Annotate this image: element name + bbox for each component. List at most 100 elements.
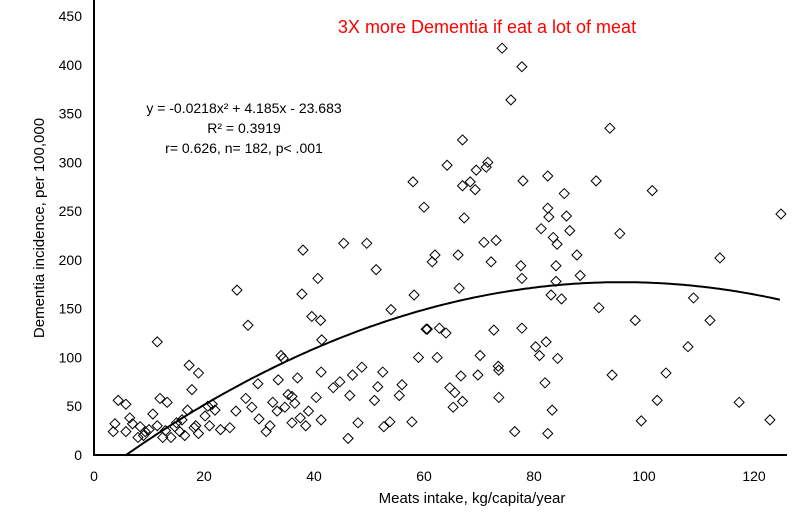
data-point [334,376,346,388]
data-point [509,425,521,438]
data-point [396,379,408,391]
data-point [252,378,264,390]
data-point [264,420,276,432]
stats-annotation: r= 0.626, n= 182, p< .001 [165,140,323,156]
data-point [493,391,505,404]
y-tick-label: 400 [59,57,83,73]
data-point [272,374,284,386]
data-point [154,392,166,405]
data-point [337,237,350,250]
data-point [714,252,726,264]
x-tick-label: 60 [416,468,432,484]
data-point [372,381,384,393]
data-point [412,351,425,364]
data-point [682,341,694,353]
data-point [151,420,163,432]
data-point [408,289,420,301]
data-point [447,401,459,413]
data-point [606,369,618,381]
data-point [551,352,564,365]
data-point [190,420,202,432]
data-point [492,360,504,372]
data-point [312,272,324,285]
data-point [444,381,456,394]
data-point [161,396,173,409]
data-point [470,164,482,176]
data-point [464,176,476,188]
data-point [480,161,492,173]
data-point [550,275,562,288]
data-point [456,180,469,192]
data-point [543,211,555,223]
y-tick-label: 0 [74,447,82,463]
data-point [571,249,583,261]
data-point [271,405,283,417]
data-point [407,176,419,188]
data-point [137,429,150,442]
data-point [306,310,318,323]
data-point [352,417,364,429]
chart-title: 3X more Dementia if eat a lot of meat [338,17,636,37]
y-tick-label: 100 [59,349,83,365]
data-point [550,260,562,272]
data-point [456,395,469,408]
y-axis-label: Dementia incidence, per 100,000 [31,118,48,338]
data-point [490,234,502,247]
data-point [505,94,517,106]
data-point [120,398,132,410]
data-point [635,415,647,427]
data-point [315,414,327,426]
y-tick-label: 450 [59,8,83,24]
data-point [775,208,787,220]
data-point [441,159,453,171]
data-point [294,412,306,424]
x-tick-label: 20 [196,468,212,484]
x-tick-label: 100 [632,468,656,484]
data-point [433,322,446,334]
data-point [209,404,221,416]
data-point [453,282,465,294]
data-point [452,249,464,261]
data-point [551,238,563,250]
data-point [488,324,500,336]
data-point [393,389,405,402]
data-point [542,170,554,182]
data-point [377,366,389,378]
data-point [564,224,576,237]
data-point [542,427,554,440]
data-point [516,61,528,73]
data-point [406,416,418,428]
y-axis-ticks: 0 50 100 150 200 250 300 350 400 450 [59,8,83,463]
data-point [275,349,287,362]
data-point [165,431,177,444]
data-point [385,303,397,316]
data-points [107,42,787,445]
x-tick-label: 120 [742,468,766,484]
data-point [418,201,430,213]
data-point [590,175,602,187]
data-point [147,408,159,420]
data-point [420,323,432,335]
data-point [496,42,508,54]
data-point [429,249,441,261]
data-point [517,175,529,187]
data-point [296,288,308,300]
data-point [614,227,626,240]
data-point [159,424,172,437]
y-tick-label: 250 [59,203,83,219]
data-point [515,260,527,272]
x-tick-label: 80 [526,468,542,484]
data-point [361,237,373,250]
data-point [604,122,616,134]
data-point [474,349,486,362]
data-point [629,314,641,327]
data-point [764,414,776,426]
data-point [540,336,552,348]
data-point [282,388,294,401]
data-point [192,367,205,379]
data-point [558,187,570,200]
data-point [192,427,205,440]
data-point [469,183,481,196]
data-point [170,417,183,429]
